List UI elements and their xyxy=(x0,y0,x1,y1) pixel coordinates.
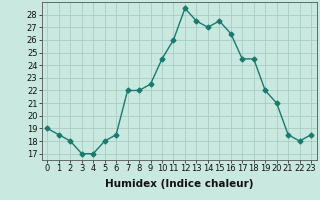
X-axis label: Humidex (Indice chaleur): Humidex (Indice chaleur) xyxy=(105,179,253,189)
